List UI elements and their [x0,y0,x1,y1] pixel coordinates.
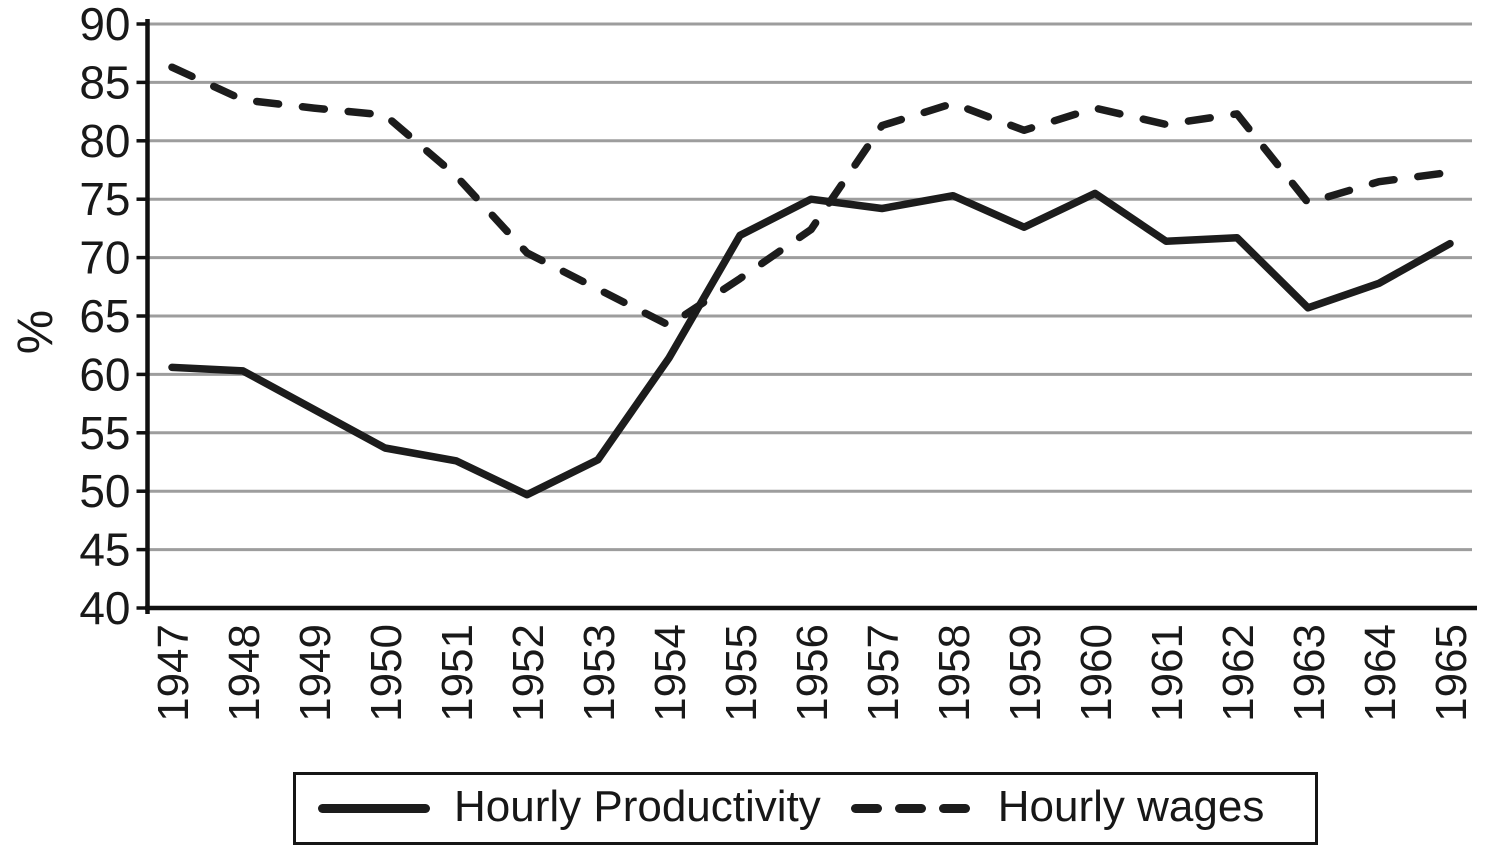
line-chart-canvas: 40 45 50 55 60 65 70 75 80 85 90 1947 1948 1949 1950 19… [7,0,1477,722]
y-tick-label-85: 85 [79,56,130,108]
legend-line-sample-solid [318,804,430,813]
x-tick-label-1948: 1948 [220,624,269,722]
y-tick-label-60: 60 [79,348,130,400]
y-tick-label-70: 70 [79,232,130,284]
x-tick-label-1963: 1963 [1285,624,1334,722]
legend-label-productivity: Hourly Productivity [454,781,821,831]
legend-line-sample-dashed [850,804,970,813]
legend-label-wages: Hourly wages [997,781,1265,831]
x-tick-label-1949: 1949 [291,624,340,722]
x-tick-label-1959: 1959 [1001,624,1050,722]
x-tick-label-1962: 1962 [1214,624,1263,722]
x-tick-label-1956: 1956 [788,624,837,722]
x-tick-label-1964: 1964 [1356,624,1405,722]
y-tick-label-50: 50 [79,465,130,517]
x-tick-label-1950: 1950 [362,624,411,722]
x-tick-label-1952: 1952 [504,624,553,722]
y-tick-label-45: 45 [79,524,130,576]
x-tick-label-1954: 1954 [646,624,695,722]
hourly-wages-line [168,63,1454,330]
x-tick-label-1960: 1960 [1072,624,1121,722]
y-tick-label-55: 55 [79,407,130,459]
y-axis-title-percent: % [7,310,63,354]
hourly-productivity-line [168,189,1454,499]
legend: Hourly Productivity Hourly wages [293,772,1318,845]
x-tick-label-1961: 1961 [1143,624,1192,722]
y-tick-label-65: 65 [79,290,130,342]
y-tick-label-40: 40 [79,582,130,634]
x-tick-label-1947: 1947 [149,624,198,722]
legend-dash-segment [850,804,882,813]
x-tick-label-1955: 1955 [717,624,766,722]
x-tick-label-1965: 1965 [1427,624,1476,722]
x-tick-label-1951: 1951 [433,624,482,722]
legend-dash-segment [938,804,970,813]
y-tick-label-90: 90 [79,0,130,50]
x-tick-label-1953: 1953 [575,624,624,722]
legend-dash-segment [894,804,926,813]
y-tick-label-80: 80 [79,115,130,167]
x-tick-label-1958: 1958 [930,624,979,722]
y-tick-label-75: 75 [79,173,130,225]
x-tick-label-1957: 1957 [859,624,908,722]
